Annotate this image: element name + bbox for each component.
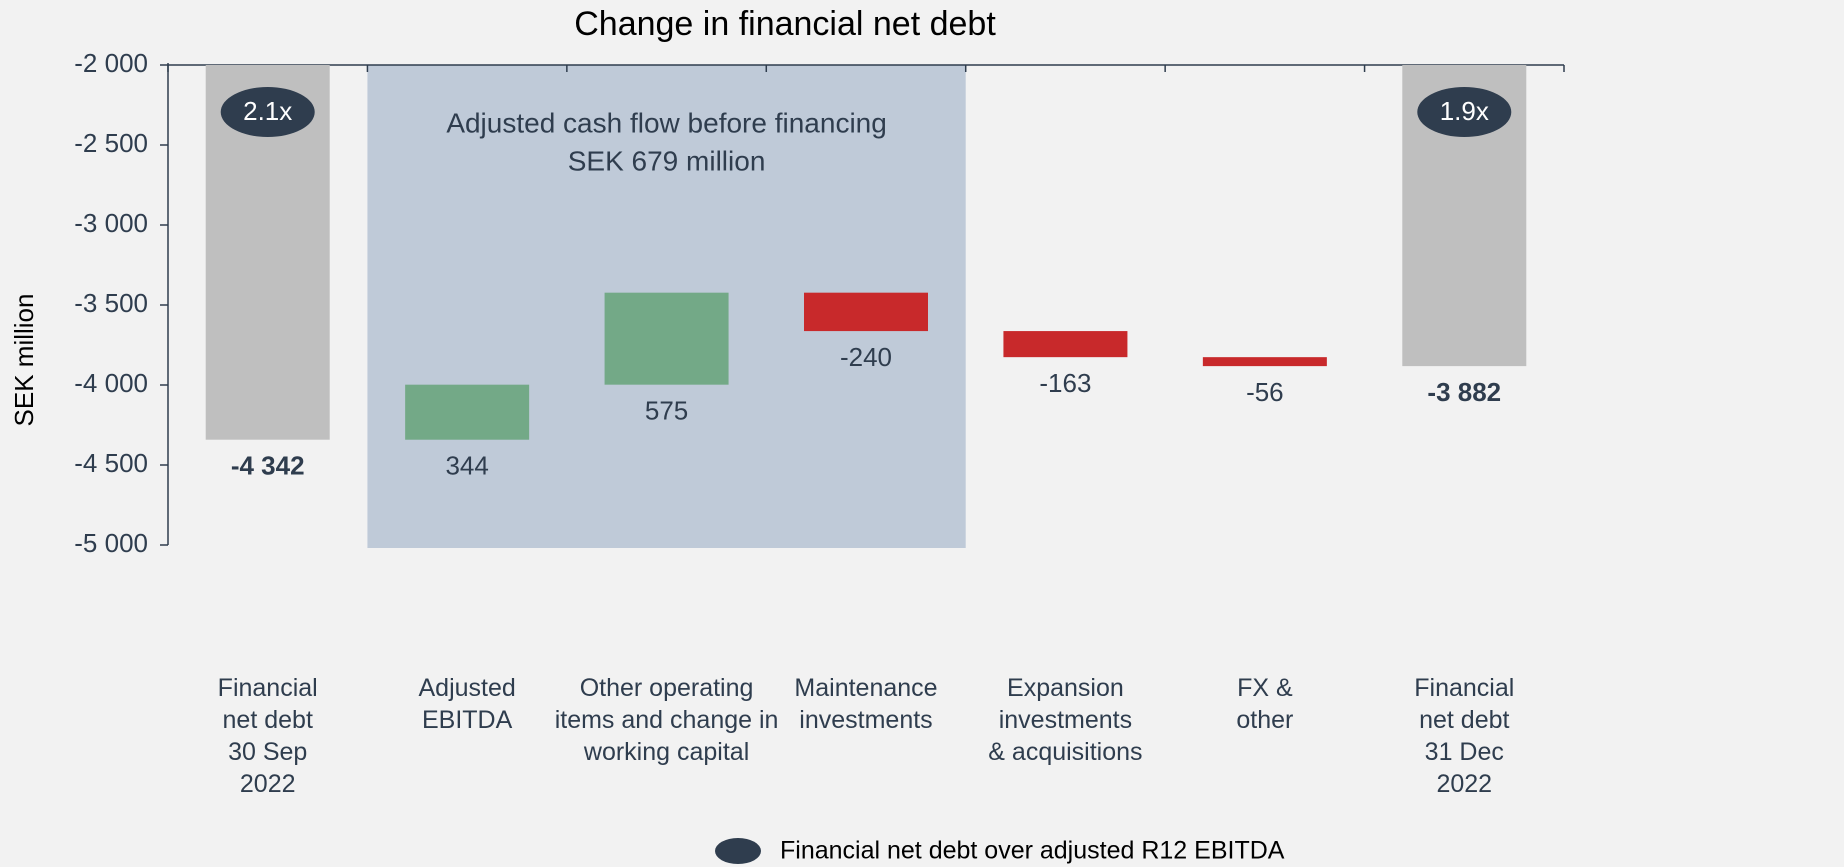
- highlight-label: Adjusted cash flow before financing: [446, 107, 887, 138]
- y-tick-label: -4 000: [74, 368, 148, 398]
- value-label: 344: [445, 451, 488, 481]
- value-label: -163: [1039, 368, 1091, 398]
- value-label: -4 342: [231, 451, 305, 481]
- legend-label: Financial net debt over adjusted R12 EBI…: [780, 837, 1285, 865]
- bar: [1202, 357, 1327, 367]
- y-tick-label: -2 500: [74, 128, 148, 158]
- x-tick-label: FX & other: [1236, 674, 1293, 734]
- legend-swatch: [715, 838, 761, 864]
- ratio-label: 1.9x: [1440, 96, 1489, 126]
- value-label: -56: [1246, 377, 1284, 407]
- bar: [804, 292, 928, 332]
- value-label: -3 882: [1427, 377, 1501, 407]
- ratio-badge: [220, 87, 315, 137]
- y-axis-label: SEK million: [9, 294, 39, 427]
- y-tick-label: -3 500: [74, 288, 148, 318]
- x-tick-label: Maintenance investments: [794, 674, 937, 734]
- bar: [405, 384, 530, 440]
- y-tick-label: -5 000: [74, 528, 148, 558]
- bar: [1003, 331, 1128, 358]
- x-tick-label: Financial net debt 31 Dec 2022: [1414, 674, 1514, 798]
- x-tick-label: Financial net debt 30 Sep 2022: [218, 674, 318, 798]
- x-tick-label: Adjusted EBITDA: [418, 674, 515, 734]
- highlight-label: SEK 679 million: [568, 145, 766, 176]
- x-tick-label: Other operating items and change in workin…: [555, 674, 779, 766]
- value-label: -240: [840, 342, 892, 372]
- ratio-label: 2.1x: [243, 96, 292, 126]
- chart-title: Change in financial net debt: [574, 5, 996, 43]
- y-tick-label: -3 000: [74, 208, 148, 238]
- y-tick-label: -2 000: [74, 48, 148, 78]
- y-tick-label: -4 500: [74, 448, 148, 478]
- x-tick-label: Expansion investments & acquisitions: [988, 674, 1142, 766]
- bar: [604, 292, 729, 385]
- ratio-badge: [1417, 87, 1512, 137]
- value-label: 575: [645, 396, 688, 426]
